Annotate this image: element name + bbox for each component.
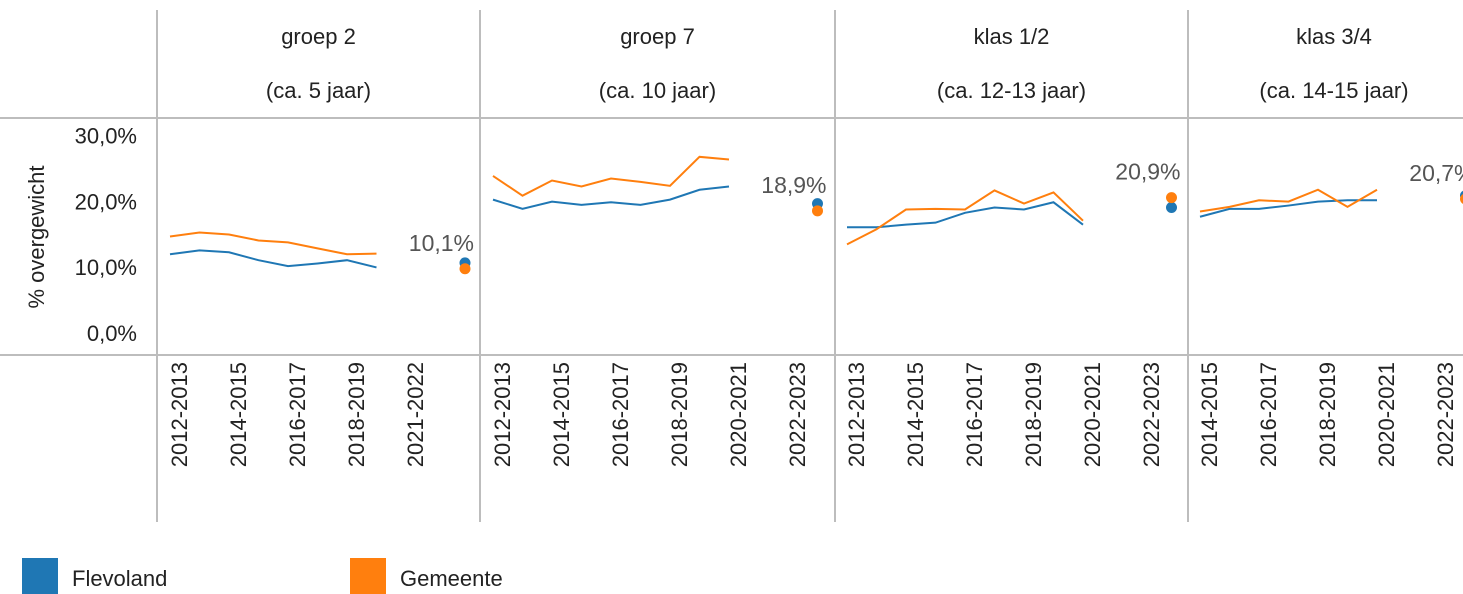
panel-subtitle: (ca. 10 jaar) — [599, 78, 716, 103]
x-tick-label: 2020-2021 — [1374, 362, 1399, 467]
data-label: 18,9% — [761, 172, 826, 198]
data-label: 10,1% — [409, 230, 474, 256]
series-line — [847, 201, 1084, 229]
x-tick-label: 2018-2019 — [1315, 362, 1340, 467]
series-line — [169, 249, 377, 269]
x-tick-label: 2020-2021 — [1080, 362, 1105, 467]
panel-title: klas 1/2 — [974, 24, 1050, 49]
data-label: 20,9% — [1115, 159, 1180, 185]
point — [459, 263, 471, 275]
x-tick-label: 2014-2015 — [903, 362, 928, 467]
x-tick-label: 2014-2015 — [549, 362, 574, 467]
series-line — [492, 185, 730, 210]
panel-title: klas 3/4 — [1296, 24, 1372, 49]
series-line — [492, 155, 730, 197]
x-tick-label: 2012-2013 — [844, 362, 869, 467]
y-tick-label: 30,0% — [75, 124, 137, 149]
x-tick-label: 2018-2019 — [667, 362, 692, 467]
panel-title: groep 7 — [620, 24, 695, 49]
point — [1460, 194, 1463, 204]
y-axis-label: % overgewicht — [24, 165, 49, 308]
x-tick-label: 2016-2017 — [1256, 362, 1281, 467]
x-tick-label: 2016-2017 — [608, 362, 633, 467]
x-tick-label: 2014-2015 — [226, 362, 251, 467]
legend-label: Flevoland — [72, 566, 167, 591]
data-label: 20,7% — [1409, 160, 1463, 186]
x-tick-label: 2022-2023 — [1433, 362, 1458, 467]
point — [1166, 202, 1177, 214]
x-tick-label: 2012-2013 — [167, 362, 192, 467]
legend-label: Gemeente — [400, 566, 503, 591]
legend-swatch — [350, 558, 386, 594]
legend-swatch — [22, 558, 58, 594]
x-tick-label: 2018-2019 — [344, 362, 369, 467]
x-tick-label: 2022-2023 — [785, 362, 810, 467]
x-tick-label: 2016-2017 — [285, 362, 310, 467]
panel-title: groep 2 — [281, 24, 356, 49]
point — [1166, 192, 1177, 204]
series-line — [1199, 188, 1378, 213]
series-line — [169, 231, 377, 256]
x-tick-label: 2021-2022 — [403, 362, 428, 467]
x-tick-label: 2022-2023 — [1139, 362, 1164, 467]
series-line — [846, 189, 1084, 246]
x-tick-label: 2020-2021 — [726, 362, 751, 467]
series-line — [1199, 199, 1377, 218]
panel-subtitle: (ca. 12-13 jaar) — [937, 78, 1086, 103]
x-tick-label: 2014-2015 — [1197, 362, 1222, 467]
x-tick-label: 2016-2017 — [962, 362, 987, 467]
y-tick-label: 0,0% — [87, 321, 137, 346]
y-tick-label: 10,0% — [75, 255, 137, 280]
panel-subtitle: (ca. 5 jaar) — [266, 78, 371, 103]
x-tick-label: 2012-2013 — [490, 362, 515, 467]
y-tick-label: 20,0% — [75, 189, 137, 214]
x-tick-label: 2018-2019 — [1021, 362, 1046, 467]
panel-subtitle: (ca. 14-15 jaar) — [1259, 78, 1408, 103]
point — [812, 205, 823, 217]
